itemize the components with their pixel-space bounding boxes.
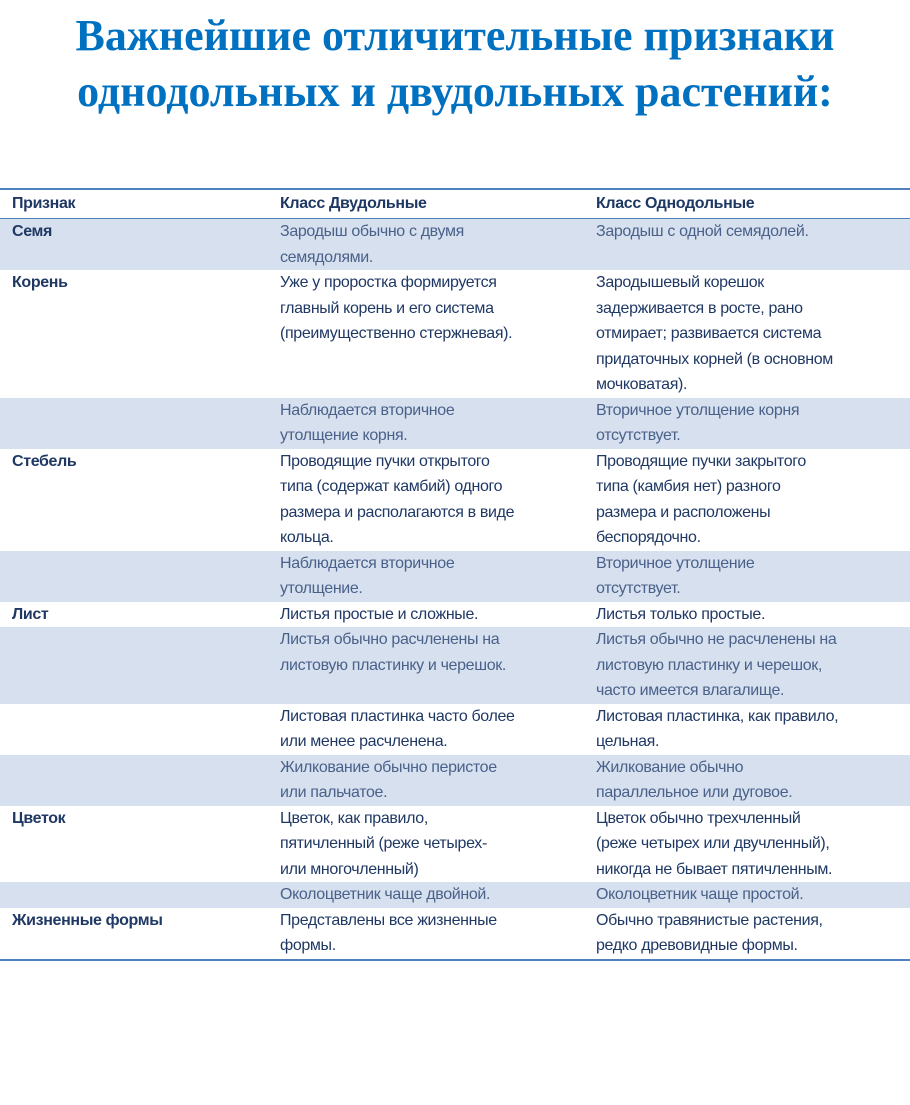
- dicot-cell: Наблюдается вторичное утолщение корня.: [268, 397, 584, 449]
- table-row: Наблюдается вторичное утолщение корня. Вт…: [0, 397, 910, 449]
- dicot-cell: Листья простые и сложные.: [280, 605, 479, 623]
- feature-cell: Семя: [0, 218, 268, 270]
- monocot-cell: Вторичное утолщение отсутствует.: [584, 550, 910, 602]
- feature-cell: Корень: [12, 274, 68, 291]
- dicot-cell: Цветок, как правило, пятичленный (реже ч…: [280, 809, 487, 878]
- page-title: Важнейшие отличительные признаки однодол…: [75, 11, 835, 116]
- table-row: Корень Уже у проростка формируется главны…: [0, 270, 910, 398]
- table-row: Околоцветник чаще двойной. Околоцветник ч…: [0, 882, 910, 908]
- dicot-cell: Проводящие пучки открытого типа (содержа…: [280, 452, 515, 547]
- table-row: Семя Зародыш обычно с двумя семядолями. За…: [0, 218, 910, 270]
- feature-cell: Цветок: [12, 809, 66, 827]
- table-row: Стебель Проводящие пучки открытого типа (…: [0, 449, 910, 551]
- table-row: Наблюдается вторичное утолщение. Вторично…: [0, 550, 910, 602]
- monocot-cell: Вторичное утолщение корня отсутствует.: [584, 397, 910, 449]
- feature-cell: [0, 882, 268, 908]
- monocot-cell: Околоцветник чаще простой.: [584, 882, 910, 908]
- monocot-cell: Обычно травянистые растения, редко древо…: [596, 911, 823, 955]
- monocot-cell: Зародышевый корешок задерживается в рост…: [596, 274, 833, 393]
- dicot-cell: Листья обычно расчленены на листовую пла…: [268, 627, 584, 704]
- feature-cell: [0, 397, 268, 449]
- table-row: Листовая пластинка часто более или менее…: [0, 704, 910, 755]
- monocot-cell: Листовая пластинка, как правило, цельная…: [596, 707, 839, 751]
- comparison-table: Признак Класс Двудольные Класс Однодольн…: [0, 188, 910, 961]
- dicot-cell: Зародыш обычно с двумя семядолями.: [268, 218, 584, 270]
- monocot-cell: Проводящие пучки закрытого типа (камбия …: [596, 452, 806, 547]
- dicot-cell: Представлены все жизненные формы.: [280, 911, 497, 955]
- monocot-cell: Жилкование обычно параллельное или дугов…: [584, 754, 910, 806]
- monocot-cell: Цветок обычно трехчленный (реже четырех …: [596, 809, 833, 878]
- table-row: Лист Листья простые и сложные. Листья толь…: [0, 602, 910, 628]
- monocot-cell: Листья только простые.: [596, 605, 766, 623]
- table-row: Листья обычно расчленены на листовую пла…: [0, 627, 910, 704]
- table-row: Жизненные формы Представлены все жизненны…: [0, 908, 910, 960]
- header-feature: Признак: [0, 189, 268, 219]
- dicot-cell: Уже у проростка формируется главный коре…: [280, 274, 513, 342]
- feature-cell: [0, 704, 268, 755]
- header-dicots: Класс Двудольные: [268, 189, 584, 219]
- dicot-cell: Околоцветник чаще двойной.: [268, 882, 584, 908]
- table-row: Жилкование обычно перистое или пальчатое…: [0, 754, 910, 806]
- feature-cell: [0, 627, 268, 704]
- dicot-cell: Листовая пластинка часто более или менее…: [280, 707, 515, 751]
- table-header-row: Признак Класс Двудольные Класс Однодольн…: [0, 189, 910, 219]
- table-row: Цветок Цветок, как правило, пятичленный (…: [0, 806, 910, 883]
- monocot-cell: Листья обычно не расчленены на листовую …: [584, 627, 910, 704]
- feature-cell: [0, 550, 268, 602]
- feature-cell: Лист: [12, 605, 49, 623]
- header-monocots: Класс Однодольные: [584, 189, 910, 219]
- monocot-cell: Зародыш с одной семядолей.: [584, 218, 910, 270]
- dicot-cell: Жилкование обычно перистое или пальчатое…: [268, 754, 584, 806]
- feature-cell: Жизненные формы: [12, 911, 163, 929]
- dicot-cell: Наблюдается вторичное утолщение.: [268, 550, 584, 602]
- feature-cell: [0, 754, 268, 806]
- feature-cell: Стебель: [12, 452, 77, 470]
